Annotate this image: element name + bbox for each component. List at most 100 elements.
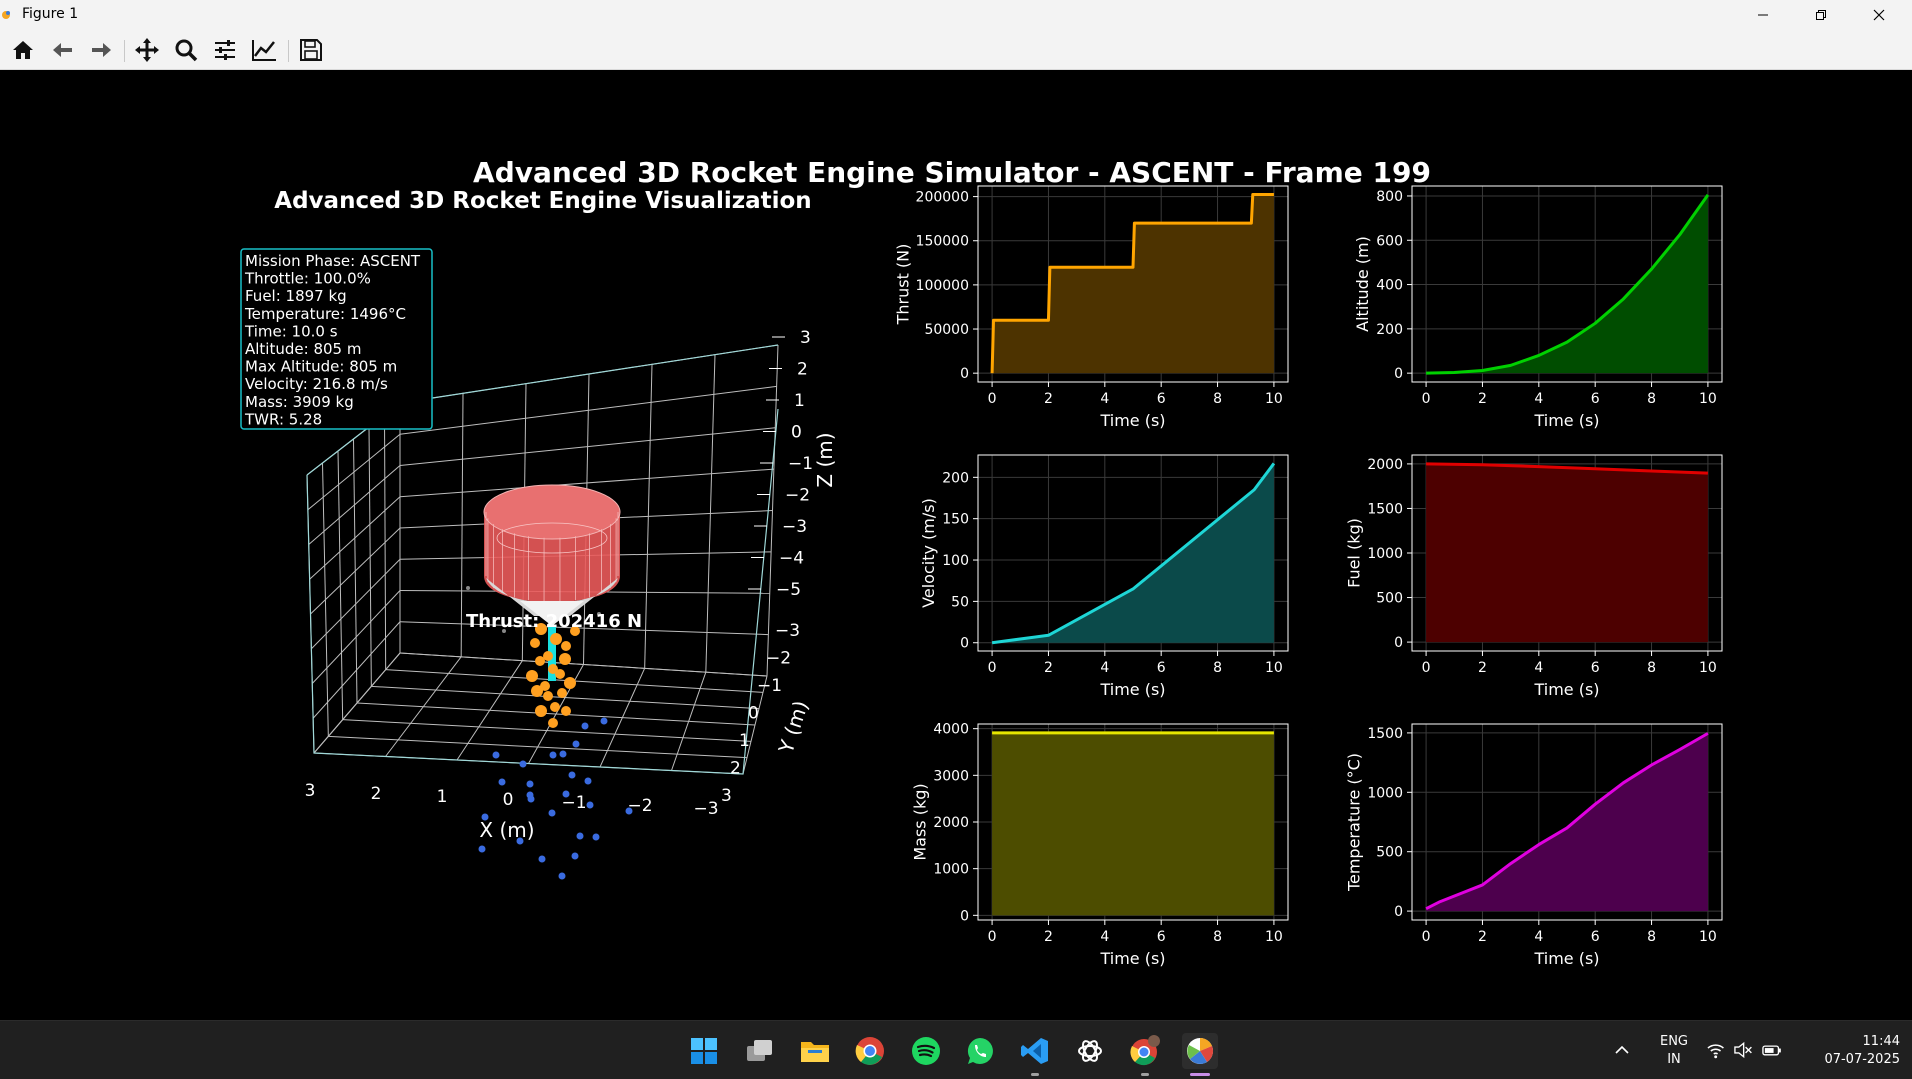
series-fill	[1426, 463, 1708, 643]
z-tick-label: −5	[776, 580, 801, 600]
chatgpt-button[interactable]	[1072, 1033, 1108, 1069]
ambient-particles	[466, 586, 601, 633]
y-axis-label: Temperature (°C)	[1345, 753, 1364, 892]
python-figure-button[interactable]	[1182, 1033, 1218, 1069]
home-button[interactable]	[7, 35, 39, 65]
configure-subplots-button[interactable]	[209, 35, 241, 65]
spotify-button[interactable]	[908, 1033, 944, 1069]
combustion-chamber	[483, 484, 621, 626]
chatgpt-icon	[1078, 1040, 1102, 1062]
figure-svg: Advanced 3D Rocket Engine Simulator - AS…	[240, 156, 1723, 968]
minimize-button[interactable]	[1734, 0, 1792, 30]
x-tick-label: 8	[1647, 929, 1656, 945]
cool-particle	[527, 795, 535, 803]
series-fill	[992, 194, 1274, 374]
clock[interactable]: 11:44 07-07-2025	[1794, 1033, 1900, 1069]
show-hidden-icons-button[interactable]	[1607, 1035, 1637, 1065]
viz3d-axes[interactable]: Advanced 3D Rocket Engine Visualization	[240, 188, 837, 880]
cool-particle	[600, 717, 608, 725]
thrust-label: Thrust: 202416 N	[466, 611, 642, 632]
back-button[interactable]	[47, 35, 79, 65]
cool-particle	[625, 807, 633, 815]
x-tick-label: 8	[1213, 929, 1222, 945]
y-tick-label: −1	[757, 676, 782, 696]
subplot-thrust[interactable]: 0 2 4 6 8 10 0 50000 100000 150000 200000 Time (s) T…	[893, 185, 1289, 430]
y-axis-label: Fuel (kg)	[1345, 518, 1364, 588]
forward-button[interactable]	[85, 35, 117, 65]
y-tick-label: 0	[1394, 635, 1403, 651]
windows-start-button[interactable]	[686, 1033, 722, 1069]
y-tick-label: 2000	[933, 815, 969, 831]
hot-particle	[530, 638, 540, 648]
subplot-fuel[interactable]: 0 2 4 6 8 10 0 500 1000 1500 2000 Time (s) Fuel (kg)	[1345, 454, 1723, 699]
save-button[interactable]	[295, 35, 327, 65]
system-tray-status[interactable]	[1706, 1035, 1782, 1065]
subplot-temperature[interactable]: 0 2 4 6 8 10 0 500 1000 1500 Time (s) Temperature (…	[1345, 723, 1723, 968]
cool-particle	[581, 722, 589, 730]
hot-particle	[548, 664, 558, 674]
series-line	[990, 192, 1274, 374]
x-tick-label: 10	[1699, 660, 1717, 676]
edit-axis-icon	[252, 40, 276, 61]
taskbar: ENG IN 11:44 07-07-2025	[0, 1020, 1912, 1079]
z-tick-label: −1	[788, 454, 813, 474]
restore-button[interactable]	[1792, 0, 1850, 30]
figure-canvas[interactable]: Advanced 3D Rocket Engine Simulator - AS…	[0, 71, 1912, 1020]
subplot-altitude[interactable]: 0 2 4 6 8 10 0 200 400 600 800 Time (s) Altitude (m)	[1353, 185, 1723, 430]
y-tick-label: 1000	[933, 862, 969, 878]
x-tick-label: 10	[1699, 929, 1717, 945]
x-tick-label: −3	[693, 799, 718, 819]
hot-particle	[570, 626, 580, 636]
y-tick-label: 200	[942, 470, 969, 486]
z-tick-label: 0	[791, 423, 802, 443]
task-view-icon	[747, 1040, 772, 1061]
y-axis-ticks: −3 −2 −1 0 1 2 3	[721, 621, 800, 806]
chrome-button[interactable]	[852, 1033, 888, 1069]
x-axis-label: Time (s)	[1533, 680, 1599, 699]
whatsapp-button[interactable]	[962, 1033, 998, 1069]
info-line: Velocity: 216.8 m/s	[245, 375, 388, 393]
x-axis-label: Time (s)	[1533, 949, 1599, 968]
hot-particle	[531, 685, 543, 697]
info-line: Throttle: 100.0%	[244, 270, 371, 288]
zoom-icon	[175, 39, 198, 62]
info-line: Fuel: 1897 kg	[245, 287, 347, 305]
x-tick-label: 4	[1100, 660, 1109, 676]
zoom-button[interactable]	[170, 35, 202, 65]
x-tick-label: 0	[988, 391, 997, 407]
chevron-up-icon	[1615, 1045, 1629, 1054]
x-tick-label: 4	[1534, 660, 1543, 676]
y-tick-label: 200	[1376, 322, 1403, 338]
subplot-mass[interactable]: 0 2 4 6 8 10 0 1000 2000 3000 4000 Time (s) Mass (kg…	[911, 722, 1289, 968]
file-explorer-icon	[801, 1042, 829, 1062]
close-button[interactable]	[1850, 0, 1908, 30]
x-tick-label: 0	[988, 660, 997, 676]
edit-axis-button[interactable]	[248, 35, 280, 65]
x-tick-label: 0	[1422, 660, 1431, 676]
x-tick-label: 4	[1100, 929, 1109, 945]
file-explorer-button[interactable]	[797, 1033, 833, 1069]
y-tick-label: 4000	[933, 722, 969, 738]
z-tick-label: −2	[785, 486, 810, 506]
y-tick-label: −3	[775, 621, 800, 641]
vscode-button[interactable]	[1017, 1033, 1053, 1069]
cool-particle	[592, 833, 600, 841]
home-icon	[13, 41, 33, 59]
chrome-profile-icon	[1130, 1035, 1160, 1066]
z-tick-label: 1	[794, 391, 805, 411]
figure-suptitle: Advanced 3D Rocket Engine Simulator - AS…	[473, 156, 1431, 189]
series-line	[1426, 462, 1708, 475]
x-tick-label: 2	[1044, 391, 1053, 407]
chrome-profile-button[interactable]	[1127, 1033, 1163, 1069]
pan-button[interactable]	[131, 35, 163, 65]
task-view-button[interactable]	[742, 1033, 778, 1069]
language-indicator[interactable]: ENG IN	[1653, 1033, 1695, 1069]
wifi-icon	[1707, 1044, 1724, 1059]
y-tick-label: 3	[721, 786, 732, 806]
x-tick-label: 2	[1478, 391, 1487, 407]
y-tick-label: 0	[960, 366, 969, 382]
y-tick-label: 0	[748, 704, 759, 724]
